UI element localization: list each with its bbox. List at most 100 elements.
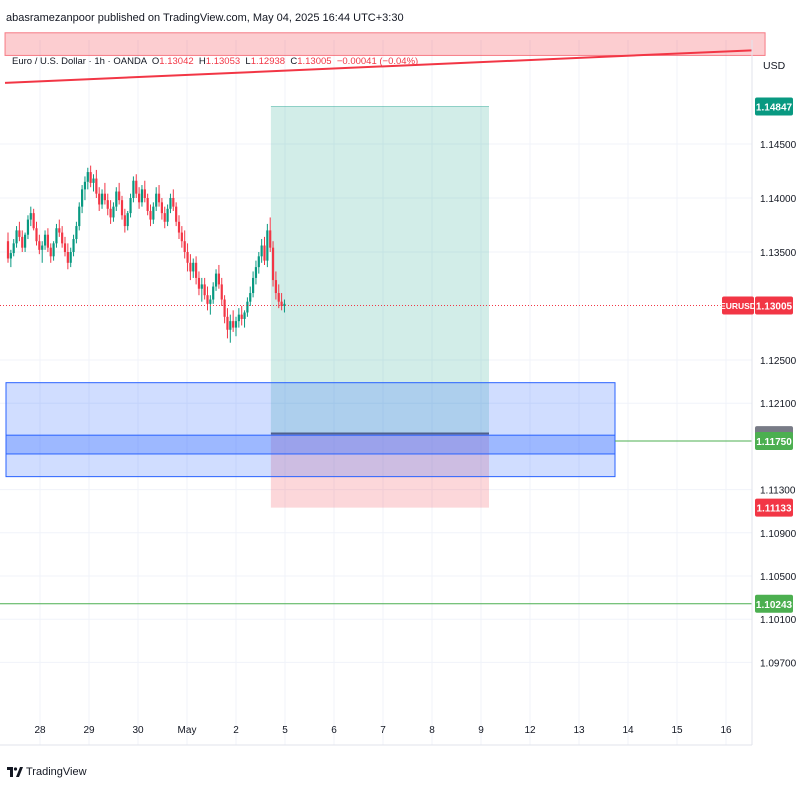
high-label: H — [198, 56, 206, 67]
price-badge-text: 1.11750 — [756, 437, 792, 448]
time-tick-label: 5 — [282, 725, 288, 736]
candle-body — [206, 295, 209, 304]
time-tick-label: 9 — [478, 725, 484, 736]
candle-body — [69, 252, 72, 263]
candle-body — [149, 210, 152, 220]
candle-body — [197, 277, 201, 289]
time-tick-label: 28 — [34, 725, 46, 736]
candle-body — [257, 256, 260, 268]
candle-body — [6, 241, 10, 259]
price-badge-bg — [755, 296, 793, 315]
candle-body — [254, 267, 258, 278]
candle-body — [106, 200, 109, 209]
time-tick-label: 16 — [720, 725, 732, 736]
brand-name: TradingView — [26, 766, 87, 778]
candle-body — [203, 284, 206, 296]
price-badge-bg — [755, 594, 793, 613]
candle-body — [152, 206, 155, 220]
candle-body — [175, 206, 178, 222]
candle-body — [126, 213, 129, 227]
long-position-stop — [270, 433, 489, 508]
long-position-profit — [270, 106, 489, 434]
time-tick-label: May — [178, 725, 197, 736]
symbol-badge-text: EURUSD — [720, 301, 756, 311]
candle-body — [49, 247, 52, 257]
symbol-title[interactable]: Euro / U.S. Dollar · 1h · OANDA — [12, 56, 147, 67]
high-value: 1.13053 — [205, 56, 241, 67]
candle-body — [209, 299, 212, 304]
price-badge-text: 1.10243 — [756, 600, 793, 611]
change-value: −0.00041 (−0.04%) — [336, 56, 419, 67]
candle-body — [129, 198, 132, 214]
candle-body — [103, 193, 106, 201]
candle-body — [115, 191, 118, 207]
close-value: 1.13005 — [297, 56, 332, 67]
candle-body — [234, 321, 238, 328]
candle-body — [83, 181, 87, 190]
price-badge-bg — [755, 498, 793, 517]
time-tick-label: 30 — [132, 725, 144, 736]
time-tick-label: 7 — [380, 725, 386, 736]
candle-body — [78, 206, 81, 227]
price-tick-label: 1.09700 — [760, 658, 797, 669]
candle-body — [266, 230, 269, 261]
candle-body — [189, 262, 192, 272]
trendline — [4, 49, 753, 84]
candle-body — [280, 301, 283, 306]
tradingview-logo-icon — [7, 767, 23, 777]
candle-body — [155, 193, 158, 207]
candle-body — [283, 303, 286, 306]
candle-body — [143, 189, 146, 198]
publisher-info: abasramezanpoor published on TradingView… — [6, 12, 404, 24]
candle-body — [35, 228, 38, 242]
candle-body — [186, 252, 189, 263]
candle-body — [52, 243, 55, 257]
candle-body — [72, 239, 75, 252]
candle-body — [246, 301, 249, 313]
candle-body — [237, 314, 240, 322]
candle-body — [86, 172, 89, 182]
price-tick-label: 1.14500 — [760, 140, 797, 151]
candle-body — [75, 226, 78, 240]
price-badge-entry: 1.11750 — [755, 432, 793, 450]
candle-body — [120, 200, 124, 216]
candle-body — [112, 206, 115, 218]
time-tick-label: 14 — [622, 725, 634, 736]
candle-body — [160, 202, 163, 214]
candle-body — [61, 232, 64, 244]
candle-body — [243, 312, 246, 319]
time-tick-label: 8 — [429, 725, 435, 736]
price-tick-label: 1.10500 — [760, 572, 797, 583]
candle-body — [260, 245, 263, 257]
candle-body — [223, 299, 226, 317]
time-tick-label: 15 — [671, 725, 683, 736]
candle-body — [118, 191, 121, 201]
time-tick-label: 6 — [331, 725, 337, 736]
candle-body — [38, 241, 41, 250]
candle-body — [240, 314, 243, 319]
candle-body — [98, 193, 101, 205]
candle-body — [66, 252, 69, 263]
price-badge-current: EURUSD 1.13005 — [720, 296, 793, 315]
candle-body — [157, 193, 161, 203]
candle-body — [212, 286, 215, 300]
candle-body — [15, 230, 18, 244]
candle-body — [172, 198, 175, 207]
candle-body — [163, 213, 166, 222]
candle-body — [81, 189, 84, 207]
demand-zone-inner — [5, 434, 616, 455]
candle-body — [41, 245, 44, 250]
candle-body — [89, 172, 92, 183]
candle-body — [214, 273, 218, 287]
tradingview-brand[interactable]: TradingView — [7, 766, 87, 778]
price-badge-support: 1.10243 — [755, 594, 793, 613]
price-badge-text: 1.13005 — [756, 301, 793, 312]
currency-selector[interactable]: USD — [763, 60, 786, 72]
price-tick-label: 1.10900 — [760, 529, 797, 540]
close-label: C — [290, 56, 298, 67]
symbol-badge — [722, 296, 754, 315]
candle-body — [123, 215, 126, 227]
candle-body — [249, 293, 252, 302]
